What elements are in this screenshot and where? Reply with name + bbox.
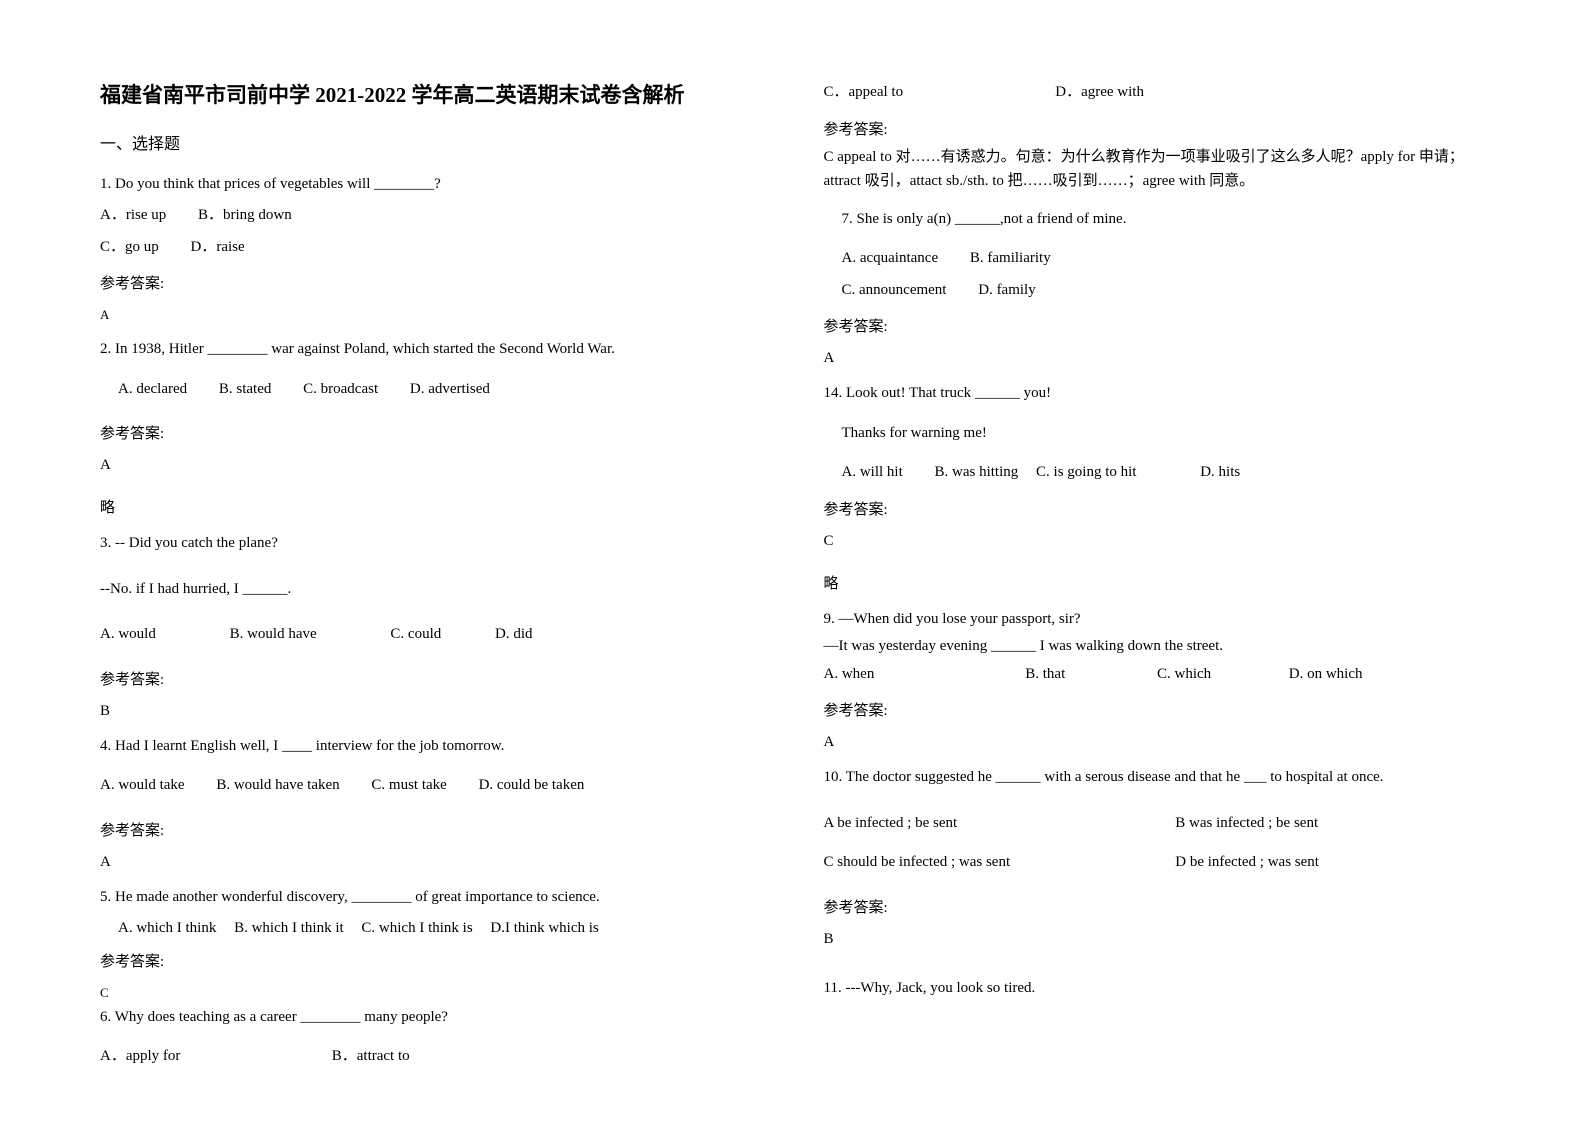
q4-opt-a: A. would take	[100, 773, 185, 799]
q14-answer: C	[824, 533, 1488, 550]
q2-opt-d: D. advertised	[410, 377, 490, 403]
q10-options-row2: C should be infected ; was sent D be inf…	[824, 850, 1488, 876]
q1-options-row1: A．rise up B．bring down	[100, 203, 764, 229]
q3-answer: B	[100, 703, 764, 720]
q7-opt-b: B. familiarity	[970, 246, 1051, 272]
q4-opt-d: D. could be taken	[479, 773, 585, 799]
q5-opt-d: D.I think which is	[490, 916, 598, 942]
q14-opt-d: D. hits	[1200, 460, 1240, 486]
q14-explanation: 略	[824, 572, 1488, 593]
right-column: C．appeal to D．agree with 参考答案: C appeal …	[824, 80, 1488, 1082]
q4-opt-b: B. would have taken	[216, 773, 339, 799]
q9-opt-c: C. which	[1157, 662, 1257, 688]
q6-answer: C appeal to 对……有诱惑力。句意：为什么教育作为一项事业吸引了这么多…	[824, 145, 1488, 193]
q6-answer-label: 参考答案:	[824, 118, 1488, 139]
q14-stem1: 14. Look out! That truck ______ you!	[824, 381, 1488, 407]
q9-stem2: —It was yesterday evening ______ I was w…	[824, 634, 1488, 660]
q10-opt-b: B was infected ; be sent	[1175, 811, 1318, 837]
q1-opt-b: B．bring down	[198, 203, 292, 229]
q2-stem: 2. In 1938, Hitler ________ war against …	[100, 337, 764, 363]
section-heading: 一、选择题	[100, 130, 764, 154]
q4-stem: 4. Had I learnt English well, I ____ int…	[100, 734, 764, 760]
q6-stem: 6. Why does teaching as a career _______…	[100, 1005, 764, 1031]
q5-options: A. which I think B. which I think it C. …	[100, 916, 764, 942]
q6-opt-a: A．apply for	[100, 1044, 300, 1070]
q1-opt-d: D．raise	[191, 235, 245, 261]
q3-opt-c: C. could	[390, 622, 441, 648]
q10-opt-a: A be infected ; be sent	[824, 811, 1144, 837]
q2-options: A. declared B. stated C. broadcast D. ad…	[100, 377, 764, 403]
q6-options-row1: A．apply for B．attract to	[100, 1044, 764, 1070]
q7-opt-a: A. acquaintance	[842, 246, 939, 272]
q2-answer: A	[100, 457, 764, 474]
q3-options: A. would B. would have C. could D. did	[100, 622, 764, 648]
q9-opt-b: B. that	[1025, 662, 1125, 688]
q3-opt-b: B. would have	[230, 622, 317, 648]
q4-opt-c: C. must take	[371, 773, 446, 799]
q9-opt-a: A. when	[824, 662, 994, 688]
q4-answer-label: 参考答案:	[100, 819, 764, 840]
q7-options-row1: A. acquaintance B. familiarity	[824, 246, 1488, 272]
q1-stem: 1. Do you think that prices of vegetable…	[100, 172, 764, 198]
q5-stem: 5. He made another wonderful discovery, …	[100, 885, 764, 911]
q5-opt-c: C. which I think is	[361, 916, 472, 942]
q10-opt-d: D be infected ; was sent	[1175, 850, 1319, 876]
q1-opt-a: A．rise up	[100, 203, 166, 229]
q6-opt-d: D．agree with	[1055, 80, 1144, 106]
q5-opt-a: A. which I think	[118, 916, 216, 942]
q14-answer-label: 参考答案:	[824, 498, 1488, 519]
q2-opt-a: A. declared	[118, 377, 187, 403]
q14-options: A. will hit B. was hitting C. is going t…	[824, 460, 1488, 486]
q9-options: A. when B. that C. which D. on which	[824, 662, 1488, 688]
q11-stem: 11. ---Why, Jack, you look so tired.	[824, 976, 1488, 1002]
q4-options: A. would take B. would have taken C. mus…	[100, 773, 764, 799]
q4-answer: A	[100, 854, 764, 871]
q6-opt-b: B．attract to	[332, 1044, 410, 1070]
q5-answer: C	[100, 985, 764, 1001]
q2-answer-label: 参考答案:	[100, 422, 764, 443]
q6-options-row2: C．appeal to D．agree with	[824, 80, 1488, 106]
q10-answer: B	[824, 931, 1488, 948]
q9-opt-d: D. on which	[1289, 662, 1363, 688]
q2-opt-c: C. broadcast	[303, 377, 378, 403]
q7-opt-d: D. family	[978, 278, 1036, 304]
q7-answer: A	[824, 350, 1488, 367]
q3-opt-a: A. would	[100, 622, 156, 648]
q2-opt-b: B. stated	[219, 377, 272, 403]
q10-answer-label: 参考答案:	[824, 896, 1488, 917]
q10-stem: 10. The doctor suggested he ______ with …	[824, 765, 1488, 791]
q5-opt-b: B. which I think it	[234, 916, 344, 942]
q7-answer-label: 参考答案:	[824, 315, 1488, 336]
q9-answer: A	[824, 734, 1488, 751]
q9-stem1: 9. —When did you lose your passport, sir…	[824, 607, 1488, 633]
left-column: 福建省南平市司前中学 2021-2022 学年高二英语期末试卷含解析 一、选择题…	[100, 80, 764, 1082]
q3-opt-d: D. did	[495, 622, 533, 648]
q7-options-row2: C. announcement D. family	[824, 278, 1488, 304]
q10-opt-c: C should be infected ; was sent	[824, 850, 1144, 876]
q7-opt-c: C. announcement	[842, 278, 947, 304]
q10-options-row1: A be infected ; be sent B was infected ;…	[824, 811, 1488, 837]
page-title: 福建省南平市司前中学 2021-2022 学年高二英语期末试卷含解析	[100, 80, 764, 112]
q6-opt-c: C．appeal to	[824, 80, 1024, 106]
q3-stem2: --No. if I had hurried, I ______.	[100, 577, 764, 603]
q5-answer-label: 参考答案:	[100, 950, 764, 971]
q2-explanation: 略	[100, 496, 764, 517]
q3-answer-label: 参考答案:	[100, 668, 764, 689]
q1-opt-c: C．go up	[100, 235, 159, 261]
q14-stem2: Thanks for warning me!	[824, 421, 1488, 447]
q1-answer: A	[100, 307, 764, 323]
q9-answer-label: 参考答案:	[824, 699, 1488, 720]
q7-stem: 7. She is only a(n) ______,not a friend …	[824, 207, 1488, 233]
q1-answer-label: 参考答案:	[100, 272, 764, 293]
q14-opt-b: B. was hitting	[935, 460, 1019, 486]
q1-options-row2: C．go up D．raise	[100, 235, 764, 261]
q14-opt-c: C. is going to hit	[1036, 460, 1136, 486]
q14-opt-a: A. will hit	[842, 460, 903, 486]
q3-stem1: 3. -- Did you catch the plane?	[100, 531, 764, 557]
